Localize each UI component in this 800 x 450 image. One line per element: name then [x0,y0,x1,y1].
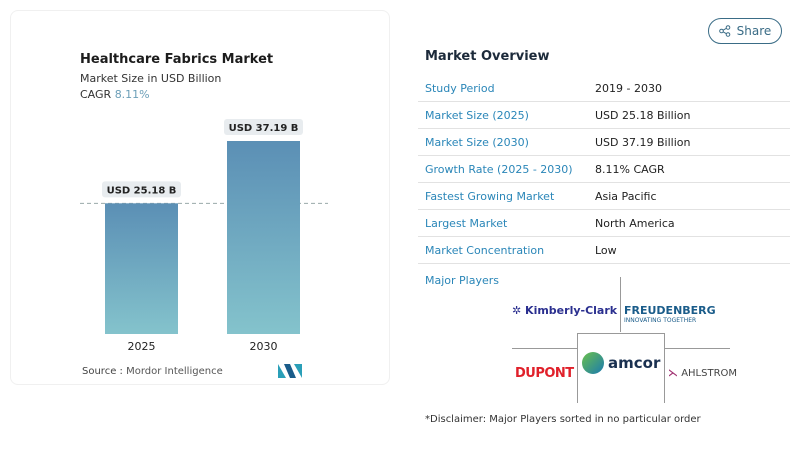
logo-dupont: DUPONT [515,366,574,381]
bar-chart: USD 25.18 B 2025 USD 37.19 B 2030 [80,119,328,353]
logo-frame [577,333,665,403]
cagr-label: CAGR [80,88,112,101]
bar-2025 [105,203,178,334]
row-value: USD 37.19 Billion [595,135,691,149]
overview-title: Market Overview [425,49,550,64]
row-label: Market Size (2025) [425,108,529,122]
logo-amcor: amcor [582,352,660,374]
overview-row: Growth Rate (2025 - 2030) 8.11% CAGR [418,156,790,183]
row-value: North America [595,216,675,230]
chart-subtitle: Market Size in USD Billion [80,72,222,85]
row-value: 8.11% CAGR [595,162,665,176]
row-label: Fastest Growing Market [425,189,555,203]
share-button[interactable]: Share [708,18,782,44]
source-label: Source : [82,366,123,377]
overview-row: Study Period 2019 - 2030 [418,75,790,102]
logo-kimberly-clark: ✲ Kimberly-Clark [512,304,618,317]
data-label-bg [102,181,181,198]
row-label: Study Period [425,81,495,95]
data-label-bg [224,119,303,135]
data-label: USD 37.19 B [229,123,299,134]
overview-row: Largest Market North America [418,210,790,237]
row-value: Low [595,243,617,257]
cagr-value: 8.11% [114,88,150,101]
row-label: Market Concentration [425,243,545,257]
overview-row: Market Size (2025) USD 25.18 Billion [418,102,790,129]
major-players-title: Major Players [425,274,499,287]
cagr: CAGR 8.11% [80,88,150,101]
disclaimer: *Disclaimer: Major Players sorted in no … [425,414,701,425]
logo-freudenberg: FREUDENBERG INNOVATING TOGETHER [624,304,716,324]
logo-ahlstrom: ⋋ AHLSTROM [668,368,738,379]
source: Source : Mordor Intelligence [82,366,223,377]
row-label: Largest Market [425,216,508,230]
row-value: USD 25.18 Billion [595,108,691,122]
data-label: USD 25.18 B [107,185,177,196]
row-label: Growth Rate (2025 - 2030) [425,162,573,176]
overview-row: Market Concentration Low [418,237,790,264]
row-label: Market Size (2030) [425,135,529,149]
overview-row: Market Size (2030) USD 37.19 Billion [418,129,790,156]
mordor-logo-icon [278,364,302,378]
row-value: Asia Pacific [595,189,657,203]
chart-title: Healthcare Fabrics Market [80,52,274,67]
chart-card [10,10,390,385]
source-value: Mordor Intelligence [126,366,223,377]
row-value: 2019 - 2030 [595,81,662,95]
share-label: Share [736,24,772,38]
share-icon [718,25,730,37]
x-tick-label: 2030 [250,340,278,353]
overview-row: Fastest Growing Market Asia Pacific [418,183,790,210]
bar-2030 [227,141,300,334]
x-tick-label: 2025 [128,340,156,353]
